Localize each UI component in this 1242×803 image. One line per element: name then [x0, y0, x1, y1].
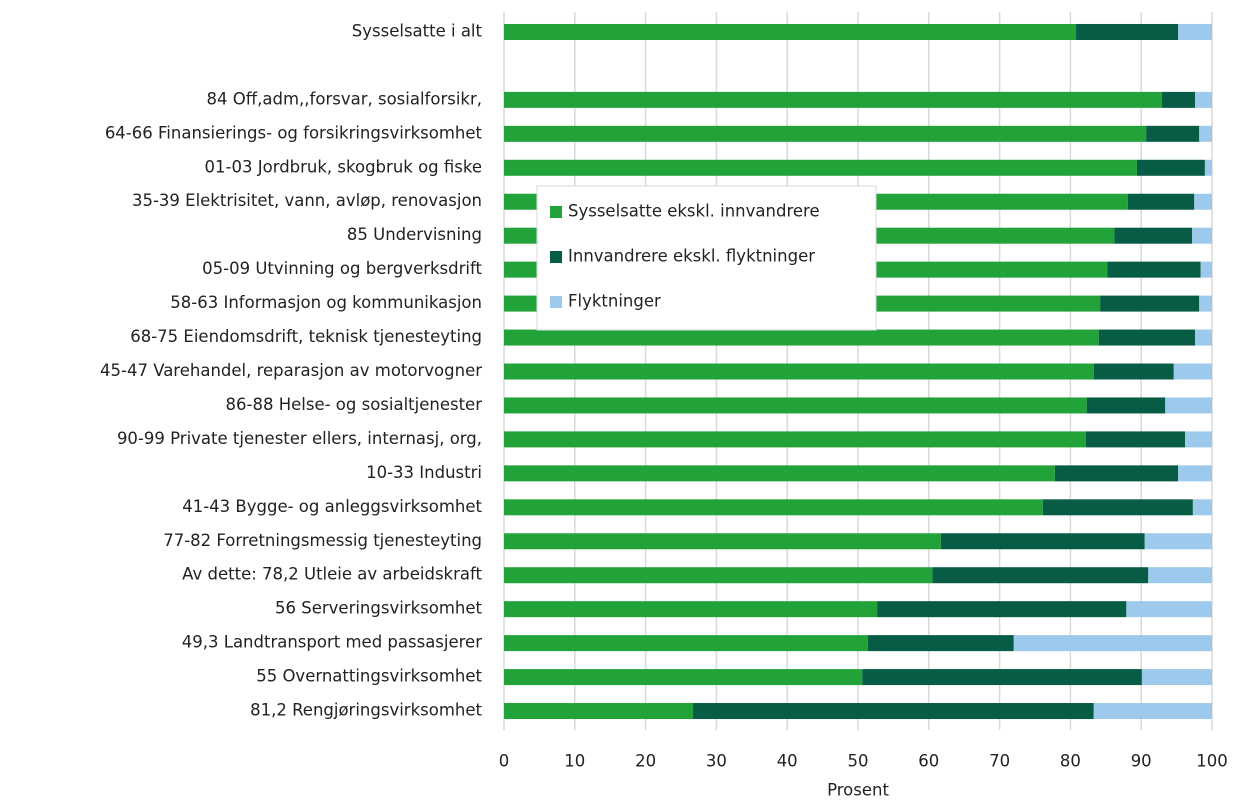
- bar-segment: [1161, 91, 1196, 108]
- bar-segment: [504, 363, 1094, 380]
- x-tick-label: 60: [918, 752, 939, 771]
- bar-segment: [1054, 465, 1179, 482]
- bar-segment: [1085, 431, 1186, 448]
- bar-segment: [1127, 193, 1195, 210]
- bar-segment: [932, 567, 1149, 584]
- bar-segment: [1146, 125, 1200, 142]
- legend-label: Innvandrere ekskl. flyktninger: [568, 247, 815, 266]
- bar-segment: [504, 669, 863, 686]
- bar-segment: [504, 601, 878, 618]
- bar-segment: [1194, 193, 1212, 210]
- y-tick-label: 84 Off,adm,,forsvar, sosialforsikr,: [207, 89, 482, 108]
- x-axis-label: Prosent: [827, 781, 889, 800]
- bar-segment: [504, 91, 1162, 108]
- bar-segment: [504, 499, 1043, 516]
- y-tick-label: 41-43 Bygge- og anleggsvirksomhet: [182, 497, 482, 516]
- bar-segment: [1185, 431, 1212, 448]
- bar-segment: [1192, 499, 1212, 516]
- x-tick-label: 30: [706, 752, 727, 771]
- legend-swatch: [550, 296, 562, 308]
- bar-segment: [877, 601, 1127, 618]
- bar-segment: [1098, 329, 1196, 346]
- bar-segment: [1076, 23, 1179, 40]
- y-tick-label: 64-66 Finansierings- og forsikringsvirks…: [105, 123, 483, 142]
- bar-segment: [504, 329, 1099, 346]
- bar-segment: [1200, 261, 1212, 278]
- legend-label: Sysselsatte ekskl. innvandrere: [568, 202, 820, 221]
- x-tick-label: 0: [499, 752, 510, 771]
- bar-segment: [1093, 703, 1212, 720]
- x-tick-label: 90: [1131, 752, 1152, 771]
- y-tick-label: 55 Overnattingsvirksomhet: [256, 667, 482, 686]
- y-tick-label: 58-63 Informasjon og kommunikasjon: [170, 293, 482, 312]
- y-tick-label: 45-47 Varehandel, reparasjon av motorvog…: [100, 361, 482, 380]
- x-tick-label: 50: [848, 752, 869, 771]
- y-tick-label: 35-39 Elektrisitet, vann, avløp, renovas…: [132, 191, 482, 210]
- y-tick-label: 86-88 Helse- og sosialtjenester: [226, 395, 483, 414]
- bar-segment: [504, 567, 933, 584]
- bar-segment: [504, 465, 1055, 482]
- y-tick-label: Av dette: 78,2 Utleie av arbeidskraft: [182, 565, 482, 584]
- bar-segment: [504, 703, 694, 720]
- bar-segment: [1148, 567, 1212, 584]
- bar-segment: [1107, 261, 1201, 278]
- bar-segment: [940, 533, 1145, 550]
- x-tick-label: 40: [777, 752, 798, 771]
- bar-segment: [504, 125, 1147, 142]
- x-tick-label: 100: [1196, 752, 1228, 771]
- bar-segment: [504, 635, 868, 652]
- y-tick-label: 01-03 Jordbruk, skogbruk og fiske: [205, 157, 482, 176]
- legend-box: [536, 185, 877, 331]
- x-tick-label: 80: [1060, 752, 1081, 771]
- bar-segment: [1136, 159, 1205, 176]
- bar-segment: [867, 635, 1014, 652]
- bar-segment: [1100, 295, 1200, 312]
- bar-segment: [1086, 397, 1166, 414]
- y-tick-label: 05-09 Utvinning og bergverksdrift: [202, 259, 482, 278]
- x-tick-label: 20: [635, 752, 656, 771]
- bar-segment: [862, 669, 1142, 686]
- legend-swatch: [550, 251, 562, 263]
- bar-segment: [1195, 91, 1212, 108]
- legend: Sysselsatte ekskl. innvandrere Innvandrer…: [536, 185, 877, 331]
- bar-segment: [1192, 227, 1212, 244]
- bar-segment: [1126, 601, 1212, 618]
- bar-segment: [1165, 397, 1212, 414]
- y-tick-label: 10-33 Industri: [366, 463, 482, 482]
- bar-segment: [1199, 125, 1212, 142]
- bar-segment: [1178, 23, 1212, 40]
- bar-segment: [1093, 363, 1174, 380]
- y-tick-label: Sysselsatte i alt: [352, 21, 483, 40]
- legend-swatch: [550, 206, 562, 218]
- bar-segment: [1114, 227, 1193, 244]
- y-tick-label: 56 Serveringsvirksomhet: [275, 599, 483, 618]
- bar-segment: [1204, 159, 1212, 176]
- bar-segment: [504, 533, 941, 550]
- y-tick-label: 49,3 Landtransport med passasjerer: [182, 633, 482, 652]
- bar-segment: [504, 23, 1077, 40]
- bar-segment: [1042, 499, 1193, 516]
- bar-segment: [1178, 465, 1212, 482]
- bar-segment: [1173, 363, 1212, 380]
- bar-segment: [1144, 533, 1212, 550]
- bar-segment: [693, 703, 1094, 720]
- y-tick-label: 90-99 Private tjenester ellers, internas…: [117, 429, 482, 448]
- y-tick-label: 77-82 Forretningsmessig tjenesteyting: [163, 531, 482, 550]
- bar-segment: [504, 397, 1087, 414]
- y-tick-label: 85 Undervisning: [347, 225, 482, 244]
- bar-segment: [1195, 329, 1212, 346]
- bar-segment: [1141, 669, 1212, 686]
- x-tick-label: 10: [564, 752, 585, 771]
- bar-segment: [1013, 635, 1212, 652]
- bar-segment: [504, 159, 1137, 176]
- y-tick-label: 68-75 Eiendomsdrift, teknisk tjenesteyti…: [130, 327, 482, 346]
- bar-segment: [504, 431, 1086, 448]
- legend-label: Flyktninger: [568, 292, 661, 311]
- y-tick-label: 81,2 Rengjøringsvirksomhet: [250, 701, 482, 720]
- bar-segment: [1199, 295, 1212, 312]
- x-tick-label: 70: [989, 752, 1010, 771]
